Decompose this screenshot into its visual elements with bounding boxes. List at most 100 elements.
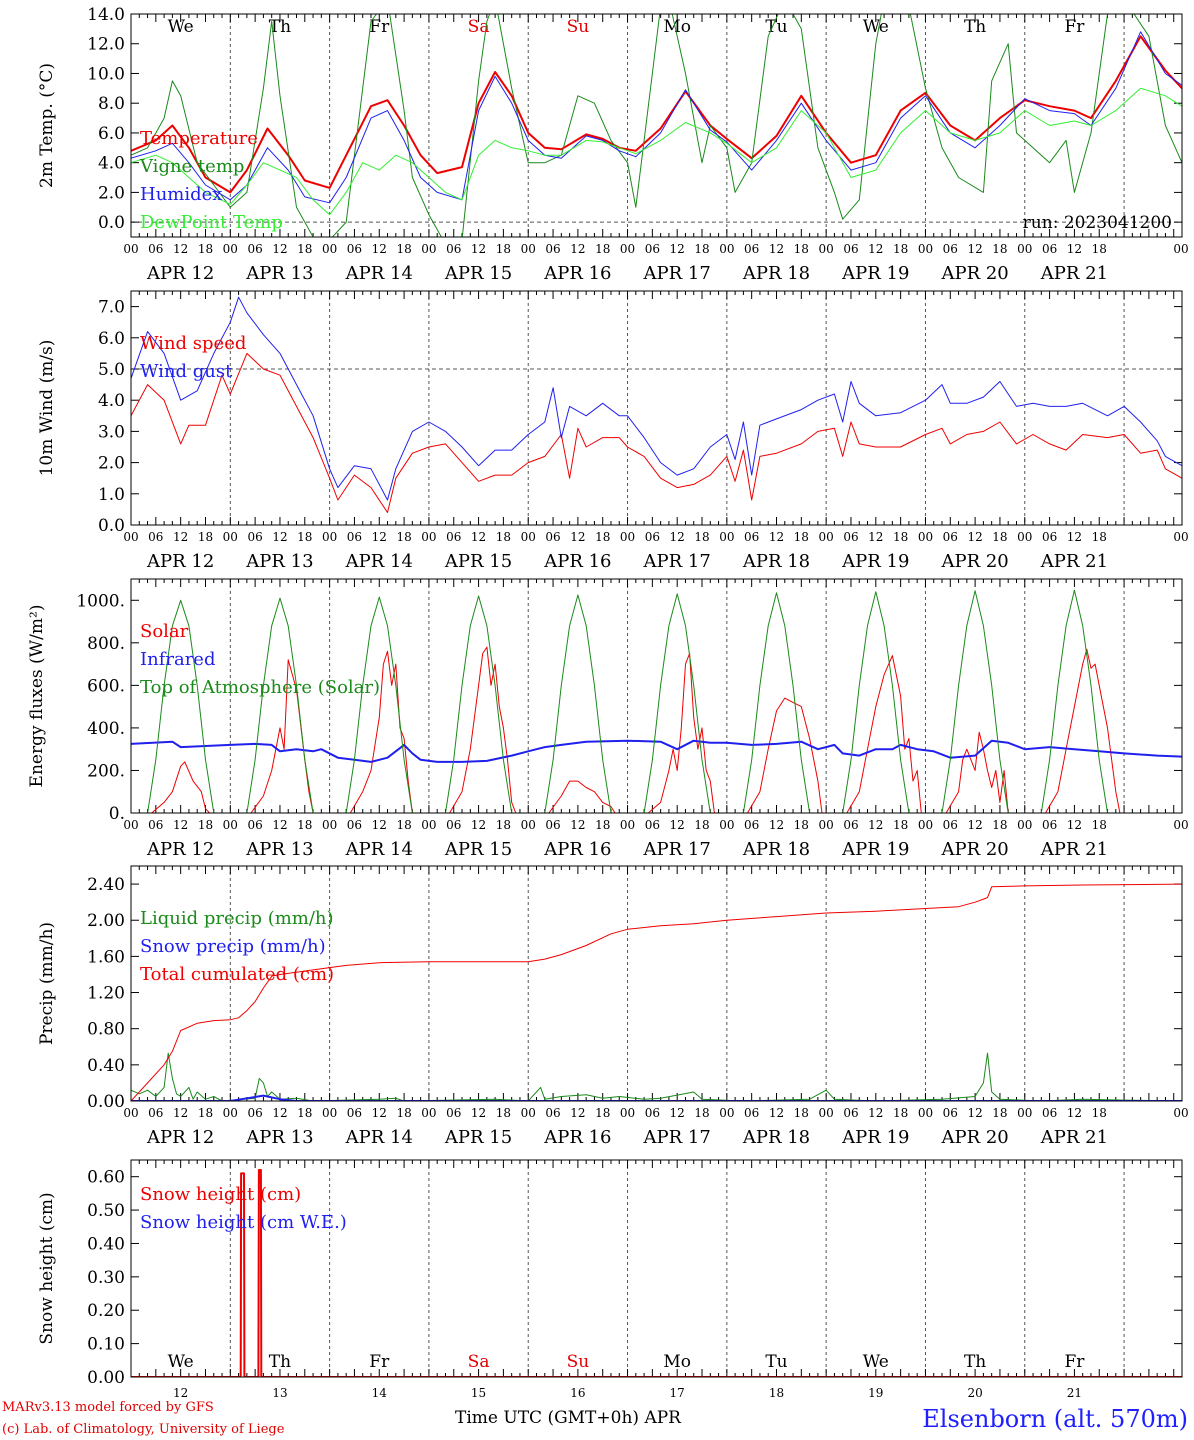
snow-day-number: 18	[769, 1386, 784, 1400]
temp-hour-label: 18	[1092, 242, 1107, 256]
temp-hour-label: 18	[297, 242, 312, 256]
flux-series-solar	[131, 646, 1182, 813]
flux-hour-label: 12	[868, 818, 883, 832]
precip-hour-label: 12	[173, 1106, 188, 1120]
snow-day-number: 17	[670, 1386, 685, 1400]
precip-ytick-label: 0.80	[87, 1020, 125, 1040]
precip-hour-label: 06	[943, 1106, 958, 1120]
flux-hour-label: 12	[670, 818, 685, 832]
snow-weekday-label: Th	[964, 1352, 986, 1372]
flux-date-label: APR 18	[742, 839, 810, 860]
precip-hour-label: 12	[570, 1106, 585, 1120]
wind-hour-label: 00	[819, 530, 834, 544]
temp-weekday-label: Su	[567, 17, 590, 37]
snow-ytick-label: 0.00	[87, 1368, 125, 1388]
temp-ytick-label: 14.0	[87, 5, 125, 25]
temp-hour-label: 18	[794, 242, 809, 256]
precip-hour-label: 00	[1017, 1106, 1032, 1120]
flux-date-label: APR 20	[940, 839, 1008, 860]
wind-series-wind-speed	[131, 352, 1182, 513]
wind-hour-label: 12	[372, 530, 387, 544]
flux-hour-label: 12	[769, 818, 784, 832]
precip-hour-label: 18	[992, 1106, 1007, 1120]
wind-hour-label: 18	[595, 530, 610, 544]
temp-ytick-label: 6.0	[98, 124, 125, 144]
precip-hour-label: 12	[769, 1106, 784, 1120]
flux-hour-label: 00	[819, 818, 834, 832]
temp-hour-label: 06	[843, 242, 858, 256]
flux-hour-label: 18	[893, 818, 908, 832]
temp-date-label: APR 14	[345, 263, 413, 284]
wind-date-label: APR 20	[940, 551, 1008, 572]
wind-date-label: APR 16	[543, 551, 611, 572]
flux-ytick-label: 200.	[87, 761, 125, 781]
station-name: Elsenborn (alt. 570m)	[922, 1405, 1188, 1433]
snow-day-number: 16	[570, 1386, 585, 1400]
wind-hour-label: 12	[967, 530, 982, 544]
precip-date-label: APR 19	[841, 1127, 909, 1148]
wind-hour-label: 00	[521, 530, 536, 544]
temp-hour-label: 12	[570, 242, 585, 256]
snow-series-group	[131, 1169, 1182, 1377]
wind-hour-label: 00	[620, 530, 635, 544]
flux-hour-label: 06	[744, 818, 759, 832]
wind-hour-label: 12	[1067, 530, 1082, 544]
wind-hour-label: 06	[1042, 530, 1057, 544]
wind-date-label: APR 19	[841, 551, 909, 572]
wind-hour-label: 00	[223, 530, 238, 544]
temp-hour-label: 00	[322, 242, 337, 256]
temp-date-label: APR 16	[543, 263, 611, 284]
flux-hour-label: 06	[347, 818, 362, 832]
temp-legend-0: Temperature	[140, 128, 258, 149]
temp-hour-label: 12	[372, 242, 387, 256]
temp-hour-label: 00	[1173, 242, 1188, 256]
snow-legend-1: Snow height (cm W.E.)	[140, 1212, 347, 1233]
snow-weekday-label: Fr	[1064, 1352, 1085, 1372]
snow-day-number: 21	[1067, 1386, 1082, 1400]
temp-date-label: APR 15	[444, 263, 512, 284]
precip-hour-label: 00	[918, 1106, 933, 1120]
temp-hour-label: 12	[769, 242, 784, 256]
precip-legend-2: Total cumulated (cm)	[140, 964, 334, 985]
flux-frame	[130, 578, 1183, 814]
wind-date-label: APR 17	[643, 551, 711, 572]
temp-ytick-label: 4.0	[98, 154, 125, 174]
snow-weekday-label: Sa	[468, 1352, 490, 1372]
wind-hour-label: 00	[123, 530, 138, 544]
flux-hour-label: 00	[322, 818, 337, 832]
precip-hour-label: 18	[893, 1106, 908, 1120]
precip-date-label: APR 13	[245, 1127, 313, 1148]
wind-hour-label: 06	[247, 530, 262, 544]
wind-hour-label: 00	[1173, 530, 1188, 544]
flux-hour-label: 00	[223, 818, 238, 832]
wind-ytick-label: 3.0	[98, 422, 125, 442]
precip-hour-label: 12	[967, 1106, 982, 1120]
wind-date-label: APR 12	[146, 551, 214, 572]
flux-date-label: APR 15	[444, 839, 512, 860]
wind-hour-label: 18	[396, 530, 411, 544]
flux-date-label: APR 19	[841, 839, 909, 860]
temp-hour-label: 06	[943, 242, 958, 256]
flux-panel: 0. 200. 400. 600. 800. 1000. 00 06 12 18 APR 12 00 0…	[27, 578, 1189, 860]
wind-ytick-label: 5.0	[98, 360, 125, 380]
wind-hour-label: 12	[471, 530, 486, 544]
precip-hour-label: 06	[545, 1106, 560, 1120]
precip-hour-label: 18	[694, 1106, 709, 1120]
snow-day-number: 20	[967, 1386, 982, 1400]
temp-hour-label: 06	[347, 242, 362, 256]
flux-date-label: APR 13	[245, 839, 313, 860]
flux-series-top-of-atmosphere-solar	[131, 589, 1182, 813]
flux-hour-label: 12	[173, 818, 188, 832]
wind-hour-label: 18	[496, 530, 511, 544]
temp-hour-label: 18	[992, 242, 1007, 256]
precip-series-group	[131, 883, 1182, 1101]
temp-hour-label: 06	[1042, 242, 1057, 256]
wind-series-wind-gust	[131, 296, 1182, 501]
precip-hour-label: 12	[1067, 1106, 1082, 1120]
flux-ytick-label: 0.	[109, 804, 125, 824]
temp-weekday-label: Sa	[468, 17, 490, 37]
snow-weekday-label: Th	[269, 1352, 291, 1372]
precip-date-label: APR 15	[444, 1127, 512, 1148]
temp-ytick-label: 0.0	[98, 213, 125, 233]
snow-day-number: 15	[471, 1386, 486, 1400]
